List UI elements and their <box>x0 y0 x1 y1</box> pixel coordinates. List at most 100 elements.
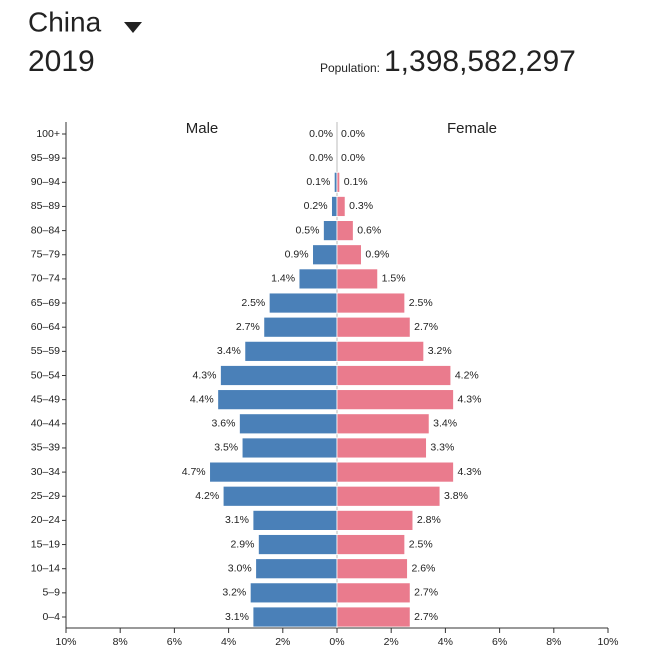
population-label: Population: <box>320 61 380 75</box>
bar <box>239 413 338 435</box>
value-label: 2.5% <box>409 538 433 550</box>
value-label: 2.7% <box>236 321 260 333</box>
category-label: 25–29 <box>31 490 60 502</box>
bar <box>336 365 452 386</box>
category-label: 80–84 <box>31 224 60 236</box>
bar <box>336 220 354 242</box>
dropdown-arrow[interactable] <box>124 22 142 33</box>
x-tick-label: 4% <box>221 636 236 648</box>
x-tick-label: 2% <box>275 636 290 648</box>
category-label: 85–89 <box>31 200 60 212</box>
bar <box>244 340 338 362</box>
category-label: 95–99 <box>31 152 60 164</box>
bar <box>241 437 338 459</box>
category-label: 10–14 <box>31 562 60 574</box>
value-label: 2.7% <box>414 321 438 333</box>
value-label: 2.6% <box>411 562 435 574</box>
value-label: 1.5% <box>382 273 406 285</box>
category-label: 45–49 <box>31 393 60 405</box>
value-label: 4.3% <box>458 466 482 478</box>
bar <box>331 196 338 217</box>
category-label: 35–39 <box>31 442 60 454</box>
bar <box>336 558 408 580</box>
x-tick-label: 0% <box>329 636 344 648</box>
category-label: 30–34 <box>31 466 60 478</box>
bar <box>255 558 338 580</box>
category-label: 65–69 <box>31 297 60 309</box>
value-label: 4.3% <box>193 369 217 381</box>
bar <box>336 485 441 507</box>
value-label: 4.4% <box>190 393 214 405</box>
country-title[interactable]: China <box>28 6 102 37</box>
value-label: 4.2% <box>455 369 479 381</box>
category-label: 70–74 <box>31 273 60 285</box>
category-label: 100+ <box>36 128 60 140</box>
bar <box>222 485 338 507</box>
category-label: 90–94 <box>31 176 60 188</box>
bar <box>217 389 338 411</box>
x-tick-label: 2% <box>384 636 399 648</box>
value-label: 2.5% <box>241 297 265 309</box>
value-label: 3.5% <box>214 442 238 454</box>
bar <box>333 171 338 193</box>
bar <box>336 582 411 604</box>
bar <box>336 340 425 362</box>
bar <box>249 582 338 604</box>
bar <box>336 606 411 628</box>
x-tick-label: 6% <box>492 636 507 648</box>
bar <box>336 389 454 411</box>
bar <box>268 292 338 314</box>
x-tick-label: 4% <box>438 636 453 648</box>
category-label: 75–79 <box>31 249 60 261</box>
bar <box>336 196 346 217</box>
category-label: 50–54 <box>31 369 60 381</box>
bar <box>336 437 427 459</box>
value-label: 2.9% <box>230 538 254 550</box>
legend-label: Male <box>186 120 219 137</box>
value-label: 4.2% <box>195 490 219 502</box>
value-label: 3.2% <box>428 345 452 357</box>
year: 2019 <box>28 45 95 78</box>
bar <box>336 534 406 555</box>
value-label: 3.1% <box>225 514 249 526</box>
category-label: 15–19 <box>31 538 60 550</box>
value-label: 4.3% <box>458 393 482 405</box>
category-label: 55–59 <box>31 345 60 357</box>
bar <box>336 413 430 435</box>
value-label: 0.0% <box>341 128 365 140</box>
value-label: 3.6% <box>212 418 236 430</box>
value-label: 3.0% <box>228 562 252 574</box>
x-tick-label: 8% <box>546 636 561 648</box>
bar <box>298 268 338 290</box>
bar <box>336 509 414 531</box>
bar <box>336 171 341 193</box>
bar <box>323 220 338 242</box>
value-label: 0.1% <box>344 176 368 188</box>
x-tick-label: 10% <box>597 636 618 648</box>
category-label: 20–24 <box>31 514 60 526</box>
value-label: 3.2% <box>222 587 246 599</box>
value-label: 2.7% <box>414 611 438 623</box>
value-label: 0.0% <box>309 152 333 164</box>
value-label: 3.4% <box>433 418 457 430</box>
value-label: 4.7% <box>182 466 206 478</box>
value-label: 0.0% <box>309 128 333 140</box>
x-tick-label: 10% <box>55 636 76 648</box>
value-label: 1.4% <box>271 273 295 285</box>
value-label: 0.5% <box>296 224 320 236</box>
value-label: 2.8% <box>417 514 441 526</box>
bar <box>252 509 338 531</box>
value-label: 3.4% <box>217 345 241 357</box>
category-label: 5–9 <box>42 587 60 599</box>
value-label: 0.1% <box>306 176 330 188</box>
value-label: 0.0% <box>341 152 365 164</box>
bar <box>312 244 338 266</box>
bar <box>336 461 454 483</box>
bar <box>252 606 338 628</box>
bar <box>336 292 406 314</box>
value-label: 0.9% <box>285 249 309 261</box>
legend-label: Female <box>447 120 497 137</box>
bar <box>209 461 338 483</box>
category-label: 0–4 <box>42 611 60 623</box>
